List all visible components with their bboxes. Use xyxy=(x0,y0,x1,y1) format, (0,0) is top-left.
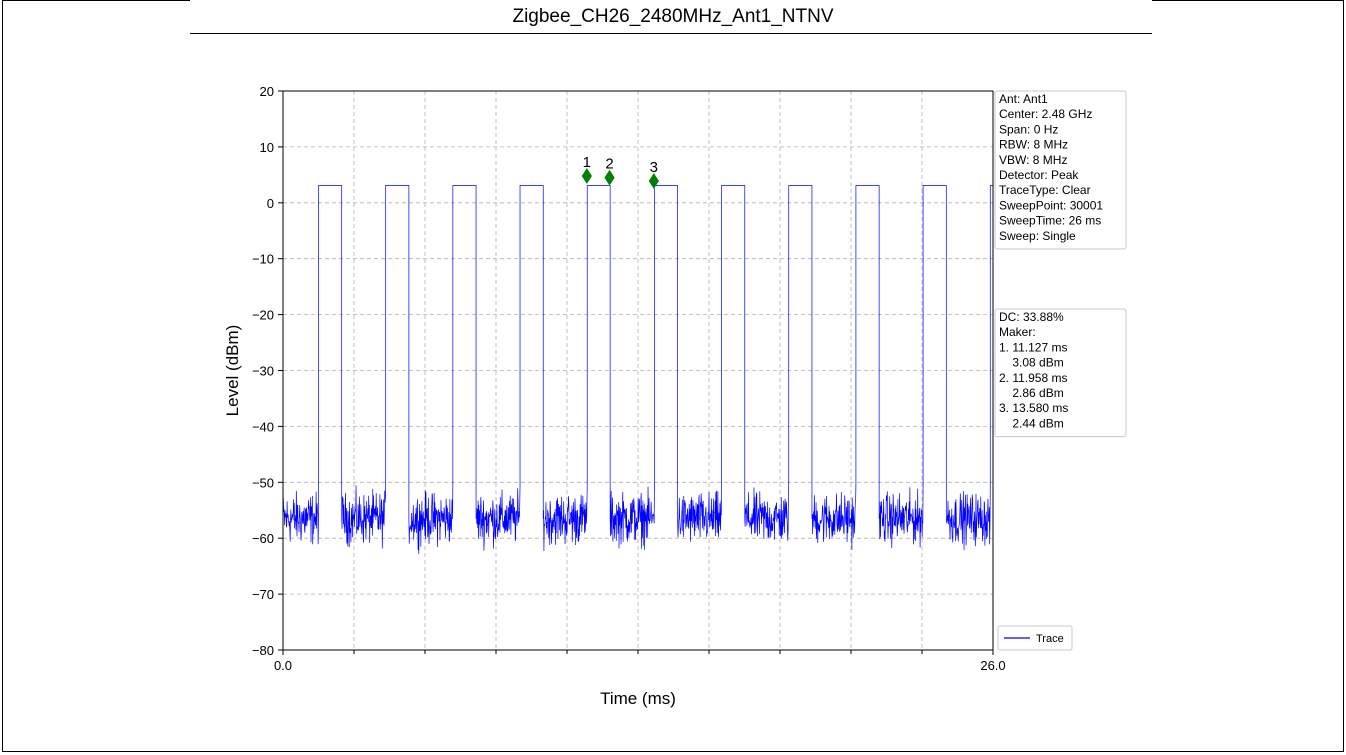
result-box-line: 3. 13.580 ms xyxy=(999,401,1068,415)
header-top-rule-left xyxy=(2,0,190,1)
settings-box-frame xyxy=(994,90,1127,250)
marker-label: 3 xyxy=(650,159,658,176)
settings-box-line: TraceType: Clear xyxy=(999,183,1091,197)
y-tick-label: −60 xyxy=(252,531,274,546)
result-box-line: Maker: xyxy=(999,325,1036,339)
y-tick-label: −20 xyxy=(252,308,274,323)
result-box-line: DC: 33.88% xyxy=(999,310,1064,324)
x-axis-title: Time (ms) xyxy=(600,689,676,708)
trace-series xyxy=(282,185,993,554)
y-tick-label: 20 xyxy=(260,84,274,99)
y-tick-label: 0 xyxy=(267,196,274,211)
marker-diamond xyxy=(648,173,659,189)
settings-box-line: SweepTime: 26 ms xyxy=(999,214,1101,228)
y-tick-label: −70 xyxy=(252,587,274,602)
result-box-frame xyxy=(994,308,1127,438)
settings-box-line: VBW: 8 MHz xyxy=(999,153,1067,167)
marker-label: 2 xyxy=(605,156,613,173)
legend-box: Trace xyxy=(997,625,1073,651)
grid-lines xyxy=(283,91,993,650)
settings-box-line: Span: 0 Hz xyxy=(999,122,1058,136)
page-title: Zigbee_CH26_2480MHz_Ant1_NTNV xyxy=(512,6,834,27)
axes: 20 10 0 −10 −20 −30 −40 −50 −60 −70 −800.0 26.0 Time… xyxy=(223,84,1006,708)
y-tick-label: −30 xyxy=(252,364,274,379)
y-tick-label: −10 xyxy=(252,252,274,267)
settings-box-line: Ant: Ant1 xyxy=(999,92,1048,106)
settings-box-line: Detector: Peak xyxy=(999,168,1079,182)
result-box-line: 1. 11.127 ms xyxy=(999,340,1067,354)
settings-box-line: SweepPoint: 30001 xyxy=(999,198,1103,212)
marker-diamond xyxy=(604,169,615,186)
y-tick-label: −40 xyxy=(252,419,274,434)
marker-diamond xyxy=(581,168,592,184)
result-box-line: 3.08 dBm xyxy=(999,356,1064,370)
settings-box-line: Center: 2.48 GHz xyxy=(999,107,1092,121)
y-tick-label: −50 xyxy=(252,475,274,490)
header-separator xyxy=(190,33,1152,34)
y-tick-label: 10 xyxy=(260,140,274,155)
x-tick-label: 26.0 xyxy=(980,658,1005,673)
result-box-line: 2. 11.958 ms xyxy=(999,371,1067,385)
x-tick-label: 0.0 xyxy=(274,658,292,673)
legend-label: Trace xyxy=(1036,633,1064,645)
result-box: DC: 33.88%Maker:1. 11.127 ms 3.08 dBm2. … xyxy=(994,308,1127,438)
result-box-line: 2.44 dBm xyxy=(999,416,1064,430)
header-row: Zigbee_CH26_2480MHz_Ant1_NTNV xyxy=(2,0,1344,34)
trace-line xyxy=(282,185,993,554)
legend-frame xyxy=(997,625,1073,651)
y-axis-title: Level (dBm) xyxy=(223,325,242,417)
result-box-line: 2.86 dBm xyxy=(999,386,1064,400)
settings-box-line: Sweep: Single xyxy=(999,229,1076,243)
header-top-rule-right xyxy=(1152,0,1344,1)
marker-label: 1 xyxy=(583,154,591,171)
settings-box-line: RBW: 8 MHz xyxy=(999,138,1068,152)
y-tick-label: −80 xyxy=(252,643,274,658)
legend: Trace xyxy=(997,625,1073,651)
